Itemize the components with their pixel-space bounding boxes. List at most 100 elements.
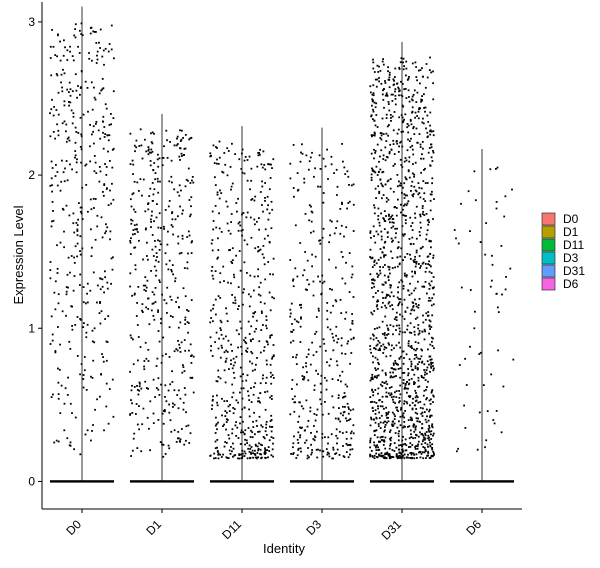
data-point bbox=[388, 74, 391, 76]
data-point bbox=[297, 321, 300, 324]
data-point bbox=[290, 341, 292, 344]
data-point bbox=[291, 398, 294, 400]
data-point bbox=[134, 264, 137, 267]
data-point bbox=[378, 341, 381, 344]
data-point bbox=[300, 316, 302, 319]
data-point bbox=[375, 305, 378, 308]
data-point bbox=[170, 270, 173, 273]
data-point bbox=[393, 153, 396, 155]
data-point bbox=[129, 132, 132, 135]
data-point bbox=[387, 333, 390, 335]
data-point bbox=[418, 192, 421, 194]
data-point bbox=[103, 183, 106, 185]
data-point bbox=[403, 272, 406, 275]
data-point bbox=[83, 322, 85, 324]
data-point bbox=[145, 290, 147, 292]
data-point bbox=[319, 345, 322, 348]
data-point bbox=[308, 283, 310, 286]
data-point bbox=[137, 359, 139, 362]
data-point bbox=[178, 155, 181, 158]
data-point bbox=[396, 82, 398, 85]
data-point bbox=[269, 177, 272, 179]
data-point bbox=[424, 281, 427, 283]
data-point bbox=[58, 368, 61, 371]
data-point bbox=[129, 253, 132, 255]
data-point bbox=[262, 324, 264, 326]
data-point bbox=[426, 292, 428, 295]
data-point bbox=[80, 161, 82, 164]
data-point bbox=[181, 234, 184, 237]
data-point bbox=[395, 232, 397, 235]
data-point bbox=[414, 341, 417, 343]
data-point bbox=[429, 343, 432, 346]
data-point bbox=[157, 153, 159, 156]
data-point bbox=[99, 302, 101, 304]
data-point bbox=[415, 417, 418, 420]
data-point bbox=[215, 380, 218, 382]
data-point bbox=[257, 293, 260, 296]
data-point bbox=[216, 450, 219, 452]
data-point bbox=[216, 446, 218, 449]
data-point bbox=[52, 131, 55, 133]
data-point bbox=[413, 89, 416, 92]
data-point bbox=[374, 356, 377, 359]
data-point bbox=[88, 52, 90, 54]
data-point bbox=[189, 432, 192, 435]
data-point bbox=[404, 113, 407, 116]
data-point bbox=[241, 452, 244, 455]
data-point bbox=[348, 408, 350, 410]
data-point bbox=[432, 276, 435, 278]
data-point bbox=[416, 316, 419, 319]
data-point bbox=[230, 446, 232, 448]
data-point bbox=[427, 151, 430, 154]
data-point bbox=[419, 213, 421, 216]
data-point bbox=[74, 156, 76, 159]
data-point bbox=[86, 292, 88, 295]
data-point bbox=[248, 450, 251, 453]
data-point bbox=[421, 330, 424, 333]
data-point bbox=[163, 299, 166, 301]
data-point bbox=[76, 158, 78, 161]
data-point bbox=[142, 258, 144, 261]
data-point bbox=[387, 279, 390, 282]
data-point bbox=[61, 122, 64, 125]
data-point bbox=[212, 320, 214, 323]
data-point bbox=[431, 443, 434, 446]
data-point bbox=[343, 456, 346, 458]
data-point bbox=[419, 421, 421, 423]
data-point bbox=[414, 367, 417, 370]
data-point bbox=[410, 190, 412, 192]
data-point bbox=[212, 277, 215, 280]
data-point bbox=[425, 421, 428, 424]
data-point bbox=[264, 430, 267, 433]
data-point bbox=[211, 404, 214, 407]
data-point bbox=[385, 306, 388, 309]
data-point bbox=[425, 127, 427, 130]
data-point bbox=[138, 381, 141, 384]
data-point bbox=[232, 455, 234, 458]
data-point bbox=[424, 379, 427, 381]
data-point bbox=[247, 320, 250, 323]
data-point bbox=[73, 256, 75, 259]
data-point bbox=[109, 238, 111, 241]
data-point bbox=[372, 92, 375, 95]
data-point bbox=[414, 298, 416, 301]
data-point bbox=[323, 342, 326, 345]
data-point bbox=[158, 340, 161, 343]
data-point bbox=[430, 361, 432, 364]
data-point bbox=[168, 326, 171, 329]
data-point bbox=[82, 374, 85, 376]
data-point bbox=[315, 330, 318, 333]
data-point bbox=[229, 166, 232, 168]
data-point bbox=[324, 377, 326, 379]
data-point bbox=[141, 423, 144, 426]
data-point bbox=[112, 198, 115, 201]
data-point bbox=[350, 338, 353, 341]
data-point bbox=[347, 406, 350, 409]
data-point bbox=[415, 445, 417, 447]
data-point bbox=[235, 254, 237, 257]
data-point bbox=[385, 197, 388, 199]
data-point bbox=[250, 401, 253, 403]
data-point bbox=[227, 405, 230, 408]
data-point bbox=[157, 165, 160, 168]
